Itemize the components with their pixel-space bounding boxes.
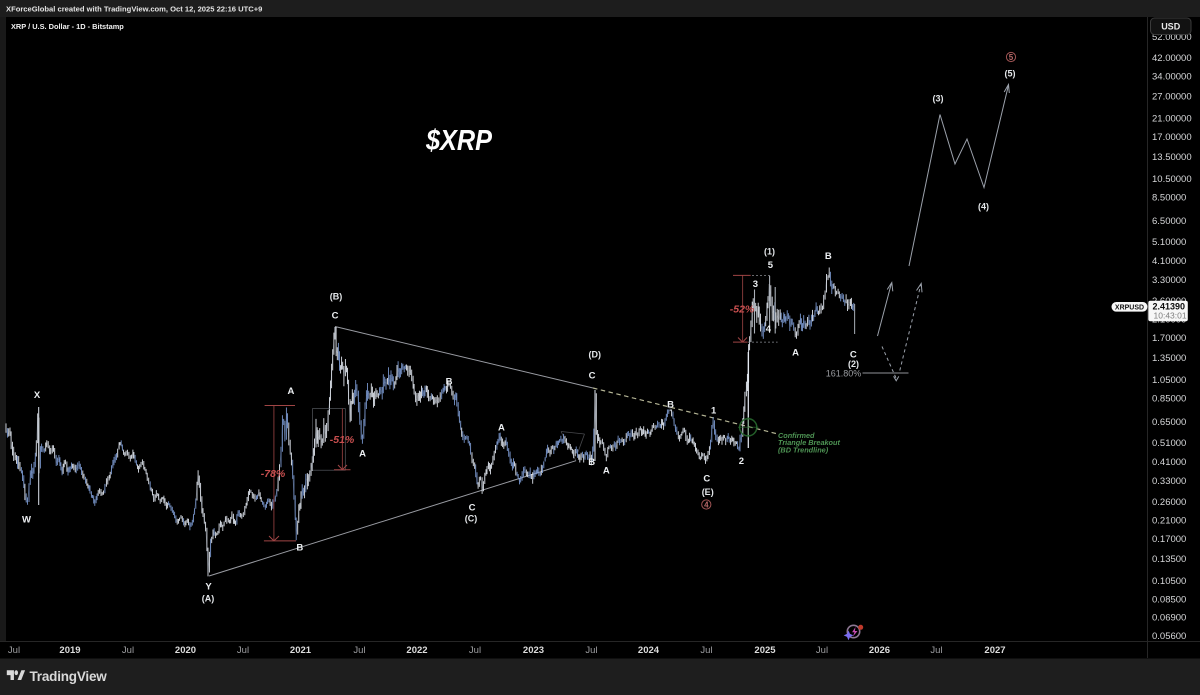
svg-text:-78%: -78% — [261, 468, 286, 480]
svg-text:3: 3 — [753, 279, 758, 290]
svg-text:2019: 2019 — [59, 645, 80, 656]
svg-text:C: C — [703, 473, 710, 484]
svg-text:42.00000: 42.00000 — [1152, 53, 1192, 64]
svg-text:0.85000: 0.85000 — [1152, 393, 1186, 404]
svg-text:2022: 2022 — [406, 645, 427, 656]
svg-text:17.00000: 17.00000 — [1152, 132, 1192, 143]
svg-text:XRP / U.S. Dollar - 1D - Bitst: XRP / U.S. Dollar - 1D - Bitstamp — [11, 22, 124, 31]
svg-text:3.30000: 3.30000 — [1152, 275, 1186, 286]
svg-text:(1): (1) — [764, 247, 775, 257]
svg-text:0.05600: 0.05600 — [1152, 631, 1186, 642]
svg-text:A: A — [498, 423, 505, 434]
svg-text:(3): (3) — [933, 94, 944, 104]
svg-text:B: B — [825, 251, 832, 262]
svg-text:Confirmed: Confirmed — [778, 431, 815, 440]
svg-text:(B): (B) — [330, 292, 343, 302]
svg-text:0.17000: 0.17000 — [1152, 534, 1186, 545]
svg-text:(5): (5) — [1005, 69, 1016, 79]
svg-text:B: B — [296, 543, 303, 554]
svg-text:0.13500: 0.13500 — [1152, 554, 1186, 565]
svg-text:10:43:01: 10:43:01 — [1154, 311, 1187, 321]
svg-text:4: 4 — [704, 501, 709, 510]
svg-text:A: A — [603, 466, 610, 477]
svg-text:B: B — [588, 457, 595, 468]
svg-text:8.50000: 8.50000 — [1152, 192, 1186, 203]
svg-text:A: A — [287, 386, 294, 397]
svg-text:0.65000: 0.65000 — [1152, 417, 1186, 428]
svg-text:Jul: Jul — [700, 645, 712, 656]
svg-text:0.08500: 0.08500 — [1152, 594, 1186, 605]
svg-text:4: 4 — [766, 324, 772, 335]
svg-text:27.00000: 27.00000 — [1152, 92, 1192, 103]
svg-text:$XRP: $XRP — [425, 125, 492, 157]
svg-text:5: 5 — [768, 260, 774, 271]
svg-text:2026: 2026 — [869, 645, 890, 656]
svg-text:(2): (2) — [848, 359, 859, 369]
svg-text:1: 1 — [711, 406, 717, 417]
svg-text:W: W — [22, 515, 31, 526]
svg-text:2027: 2027 — [984, 645, 1005, 656]
svg-text:Triangle Breakout: Triangle Breakout — [778, 438, 840, 447]
svg-text:0.06900: 0.06900 — [1152, 613, 1186, 624]
svg-text:-51%: -51% — [330, 434, 355, 446]
svg-text:C: C — [332, 311, 339, 322]
svg-text:(4): (4) — [978, 202, 989, 212]
svg-text:2: 2 — [739, 456, 744, 467]
svg-text:(D): (D) — [589, 350, 602, 360]
svg-text:A: A — [792, 348, 799, 359]
svg-text:2023: 2023 — [523, 645, 544, 656]
svg-text:(A): (A) — [202, 594, 215, 604]
svg-text:Jul: Jul — [353, 645, 365, 656]
svg-text:X: X — [34, 390, 41, 401]
svg-text:6.50000: 6.50000 — [1152, 216, 1186, 227]
svg-text:A: A — [359, 449, 366, 460]
svg-text:C: C — [850, 350, 857, 361]
svg-text:Jul: Jul — [585, 645, 597, 656]
svg-text:161.80%: 161.80% — [826, 368, 862, 378]
svg-text:USD: USD — [1161, 22, 1181, 32]
svg-text:4.10000: 4.10000 — [1152, 256, 1186, 267]
svg-text:(BD Trendline): (BD Trendline) — [778, 445, 829, 454]
svg-text:0.21000: 0.21000 — [1152, 515, 1186, 526]
svg-text:52.00000: 52.00000 — [1152, 32, 1192, 43]
svg-text:C: C — [469, 503, 476, 514]
svg-text:34.00000: 34.00000 — [1152, 71, 1192, 82]
svg-text:0.26000: 0.26000 — [1152, 497, 1186, 508]
svg-text:2020: 2020 — [175, 645, 196, 656]
svg-text:2021: 2021 — [290, 645, 312, 656]
svg-text:B: B — [446, 377, 453, 388]
svg-text:5.10000: 5.10000 — [1152, 237, 1186, 248]
svg-text:XForceGlobal created with Trad: XForceGlobal created with TradingView.co… — [6, 4, 262, 13]
svg-text:0.51000: 0.51000 — [1152, 438, 1186, 449]
svg-text:Jul: Jul — [816, 645, 828, 656]
svg-text:21.00000: 21.00000 — [1152, 113, 1192, 124]
svg-text:2025: 2025 — [754, 645, 776, 656]
svg-text:0.10500: 0.10500 — [1152, 576, 1186, 587]
svg-text:Jul: Jul — [122, 645, 134, 656]
svg-text:-52%: -52% — [730, 303, 755, 315]
svg-text:1.70000: 1.70000 — [1152, 333, 1186, 344]
svg-text:(E): (E) — [702, 487, 714, 497]
svg-text:Jul: Jul — [930, 645, 942, 656]
svg-text:Y: Y — [205, 582, 212, 593]
svg-text:XRPUSD: XRPUSD — [1115, 305, 1144, 312]
svg-text:5: 5 — [1009, 53, 1014, 62]
svg-text:10.50000: 10.50000 — [1152, 174, 1192, 185]
svg-text:2.41390: 2.41390 — [1153, 301, 1186, 311]
svg-text:13.50000: 13.50000 — [1152, 152, 1192, 163]
svg-text:Jul: Jul — [469, 645, 481, 656]
svg-text:Jul: Jul — [8, 645, 20, 656]
svg-text:1.35000: 1.35000 — [1152, 353, 1186, 364]
svg-text:(C): (C) — [465, 514, 478, 524]
svg-text:0.41000: 0.41000 — [1152, 457, 1186, 468]
svg-text:1.05000: 1.05000 — [1152, 375, 1186, 386]
svg-text:B: B — [667, 400, 674, 411]
svg-text:Jul: Jul — [237, 645, 249, 656]
svg-text:2024: 2024 — [638, 645, 660, 656]
svg-text:0.33000: 0.33000 — [1152, 476, 1186, 487]
svg-text:C: C — [589, 371, 596, 382]
svg-text:TradingView: TradingView — [30, 669, 108, 684]
